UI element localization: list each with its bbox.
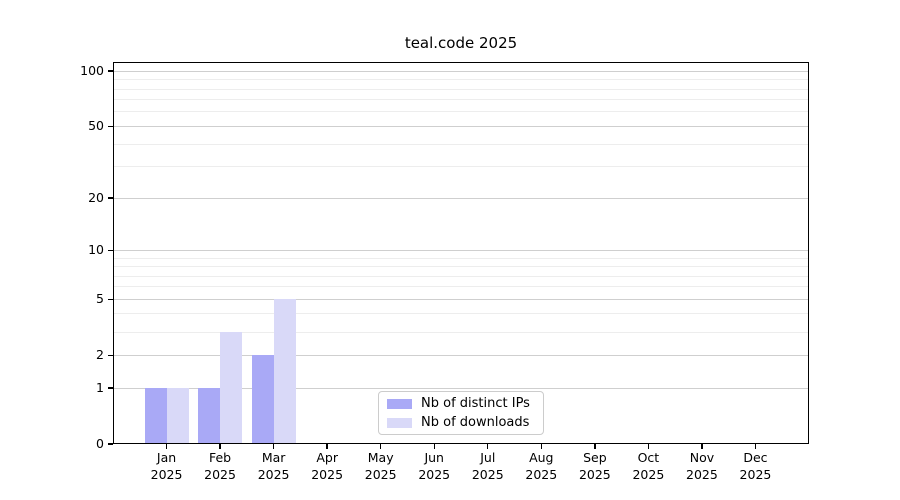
y-tick-mark: [108, 197, 113, 199]
major-gridline: [114, 70, 808, 72]
x-tick-mark: [165, 444, 168, 449]
x-tick-label-feb: Feb 2025: [204, 450, 236, 482]
y-tick-label: 1: [96, 380, 104, 395]
bar-distinct-ips-jan: [144, 388, 167, 444]
chart-title: teal.code 2025: [404, 34, 518, 52]
minor-gridline: [114, 166, 808, 168]
y-tick-mark: [108, 249, 113, 251]
minor-gridline: [114, 313, 808, 315]
major-gridline: [114, 249, 808, 251]
major-gridline: [114, 197, 808, 199]
x-tick-mark: [219, 444, 221, 449]
x-tick-label-jul: Jul 2025: [471, 450, 504, 482]
y-tick-label: 100: [80, 63, 104, 79]
x-tick-label-jan: Jan 2025: [150, 450, 183, 482]
x-tick-mark: [379, 444, 382, 449]
y-tick-mark: [108, 125, 113, 128]
x-tick-mark: [540, 444, 542, 449]
minor-gridline: [114, 257, 808, 259]
x-tick-mark: [701, 444, 703, 449]
y-tick-mark: [108, 443, 113, 445]
x-tick-label-mar: Mar 2025: [257, 450, 290, 482]
x-tick-label-sep: Sep 2025: [578, 450, 611, 482]
minor-gridline: [114, 286, 808, 288]
minor-gridline: [114, 99, 808, 101]
bar-distinct-ips-mar: [251, 355, 274, 444]
legend-swatch-distinct-ips-icon: [387, 398, 412, 409]
y-tick-label: 0: [96, 436, 104, 451]
legend-item-downloads: Nb of downloads: [387, 415, 535, 430]
bar-distinct-ips-feb: [198, 388, 221, 444]
y-tick-mark: [108, 387, 113, 389]
y-tick-label: 2: [96, 347, 104, 363]
major-gridline: [114, 125, 808, 127]
minor-gridline: [114, 111, 808, 113]
x-tick-mark: [647, 444, 650, 449]
x-tick-label-oct: Oct 2025: [632, 450, 665, 482]
minor-gridline: [114, 266, 808, 267]
major-gridline: [114, 354, 808, 356]
bar-downloads-feb: [220, 332, 243, 444]
bar-downloads-jan: [166, 388, 189, 444]
y-tick-label: 10: [88, 242, 104, 258]
minor-gridline: [114, 331, 808, 333]
x-tick-label-aug: Aug 2025: [525, 450, 558, 482]
legend-label-distinct-ips: Nb of distinct IPs: [421, 396, 530, 411]
y-tick-mark: [108, 70, 113, 72]
x-tick-label-jun: Jun 2025: [418, 450, 451, 482]
x-tick-mark: [272, 444, 275, 449]
y-tick-mark: [108, 354, 113, 356]
legend: Nb of distinct IPs Nb of downloads: [378, 391, 544, 435]
minor-gridline: [114, 79, 808, 81]
x-tick-mark: [594, 444, 596, 449]
x-tick-label-apr: Apr 2025: [311, 450, 344, 482]
x-tick-mark: [326, 444, 328, 449]
x-tick-label-nov: Nov 2025: [686, 450, 718, 482]
legend-swatch-downloads-icon: [387, 417, 412, 428]
minor-gridline: [114, 143, 808, 145]
y-tick-mark: [108, 298, 113, 300]
x-tick-label-may: May 2025: [364, 450, 397, 482]
y-tick-label: 5: [96, 291, 104, 307]
minor-gridline: [114, 88, 808, 90]
x-tick-mark: [754, 444, 757, 449]
x-tick-mark: [433, 444, 435, 449]
x-tick-label-dec: Dec 2025: [739, 450, 772, 482]
major-gridline: [114, 298, 808, 300]
y-tick-label: 20: [88, 190, 104, 206]
legend-item-distinct-ips: Nb of distinct IPs: [387, 396, 535, 411]
legend-label-downloads: Nb of downloads: [421, 415, 530, 430]
bar-downloads-mar: [273, 299, 296, 444]
x-tick-mark: [487, 444, 489, 449]
y-tick-label: 50: [88, 118, 104, 134]
minor-gridline: [114, 275, 808, 277]
major-gridline: [114, 387, 808, 389]
